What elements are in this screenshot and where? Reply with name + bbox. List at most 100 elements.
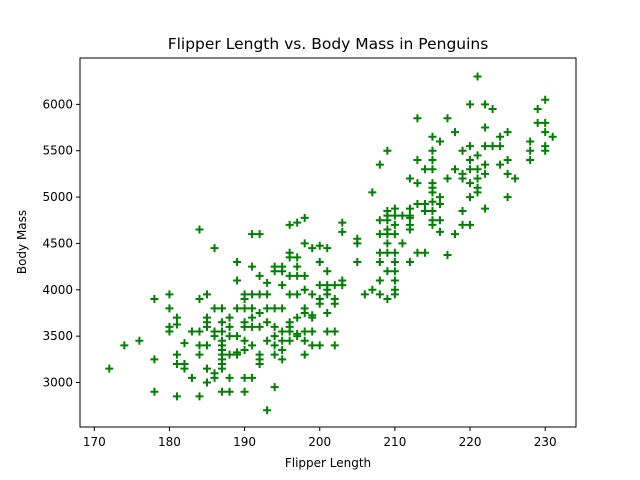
data-point xyxy=(270,267,279,276)
data-point xyxy=(488,104,497,113)
data-point xyxy=(458,206,467,215)
data-point xyxy=(285,271,294,280)
data-point xyxy=(180,364,189,373)
data-point xyxy=(503,155,512,164)
data-point xyxy=(293,218,302,227)
data-point xyxy=(368,188,377,197)
data-point xyxy=(428,165,437,174)
data-point xyxy=(451,230,460,239)
data-point xyxy=(135,336,144,345)
data-point xyxy=(458,220,467,229)
data-point xyxy=(466,142,475,151)
data-point xyxy=(398,211,407,220)
data-point xyxy=(375,216,384,225)
points-layer xyxy=(105,72,557,415)
data-point xyxy=(150,387,159,396)
data-point xyxy=(300,336,309,345)
data-point xyxy=(481,160,490,169)
data-point xyxy=(420,206,429,215)
data-point xyxy=(278,355,287,364)
data-point xyxy=(413,155,422,164)
data-point xyxy=(466,165,475,174)
data-point xyxy=(413,179,422,188)
data-point xyxy=(218,327,227,336)
x-tick-label: 200 xyxy=(308,435,331,449)
data-point xyxy=(405,174,414,183)
data-point xyxy=(210,332,219,341)
data-point xyxy=(375,230,384,239)
data-point xyxy=(248,322,257,331)
data-point xyxy=(323,290,332,299)
x-tick-label: 190 xyxy=(233,435,256,449)
data-point xyxy=(255,290,264,299)
data-point xyxy=(383,230,392,239)
data-point xyxy=(330,299,339,308)
data-point xyxy=(466,100,475,109)
data-point xyxy=(323,308,332,317)
data-point xyxy=(330,327,339,336)
data-point xyxy=(526,137,535,146)
data-point xyxy=(405,213,414,222)
data-point xyxy=(285,220,294,229)
data-point xyxy=(150,295,159,304)
y-tick-label: 6000 xyxy=(42,97,73,111)
data-point xyxy=(278,327,287,336)
data-point xyxy=(496,142,505,151)
data-point xyxy=(225,332,234,341)
data-point xyxy=(278,304,287,313)
data-point xyxy=(263,278,272,287)
data-point xyxy=(466,193,475,202)
data-point xyxy=(526,146,535,155)
data-point xyxy=(390,290,399,299)
data-point xyxy=(248,304,257,313)
data-point xyxy=(195,295,204,304)
y-tick-label: 5000 xyxy=(42,190,73,204)
data-point xyxy=(390,267,399,276)
data-point xyxy=(368,285,377,294)
data-point xyxy=(511,174,520,183)
data-point xyxy=(293,271,302,280)
data-point xyxy=(383,216,392,225)
data-point xyxy=(541,95,550,104)
data-point xyxy=(398,239,407,248)
data-point xyxy=(172,313,181,322)
data-point xyxy=(195,392,204,401)
x-tick-label: 230 xyxy=(534,435,557,449)
data-point xyxy=(195,225,204,234)
data-point xyxy=(293,313,302,322)
data-point xyxy=(390,257,399,266)
data-point xyxy=(405,204,414,213)
y-tick-label: 3500 xyxy=(42,329,73,343)
data-point xyxy=(270,383,279,392)
data-point xyxy=(541,118,550,127)
data-point xyxy=(203,364,212,373)
data-point xyxy=(308,244,317,253)
data-point xyxy=(263,290,272,299)
y-tick-label: 5500 xyxy=(42,144,73,158)
data-point xyxy=(172,320,181,329)
data-point xyxy=(405,257,414,266)
data-point xyxy=(300,350,309,359)
data-point xyxy=(548,132,557,141)
data-point xyxy=(293,332,302,341)
data-point xyxy=(195,341,204,350)
data-point xyxy=(526,155,535,164)
data-point xyxy=(428,155,437,164)
data-point xyxy=(218,304,227,313)
data-point xyxy=(300,271,309,280)
data-point xyxy=(293,253,302,262)
data-point xyxy=(428,132,437,141)
data-point xyxy=(225,387,234,396)
data-point xyxy=(420,165,429,174)
x-tick-label: 170 xyxy=(83,435,106,449)
data-point xyxy=(293,262,302,271)
data-point xyxy=(473,72,482,81)
data-point xyxy=(195,350,204,359)
y-tick-label: 4500 xyxy=(42,236,73,250)
data-point xyxy=(105,364,114,373)
data-point xyxy=(503,169,512,178)
data-point xyxy=(435,193,444,202)
data-point xyxy=(330,281,339,290)
data-point xyxy=(255,230,264,239)
data-point xyxy=(300,308,309,317)
